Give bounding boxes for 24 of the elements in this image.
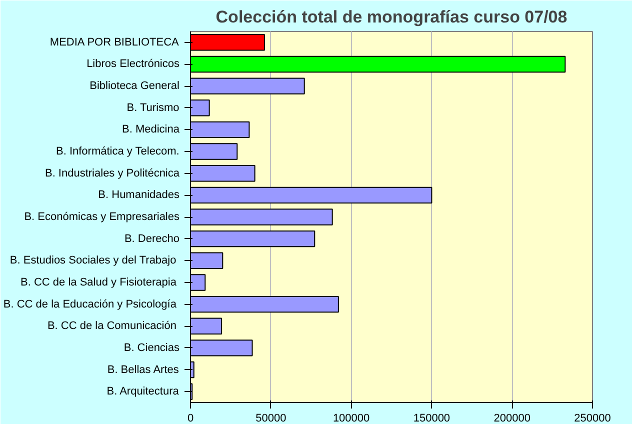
- y-tick-label: B. Económicas y Empresariales: [24, 211, 180, 223]
- y-tick-label: B. CC de la Educación y Psicología: [3, 298, 178, 310]
- chart-title: Colección total de monografías curso 07/08: [216, 8, 568, 26]
- y-tick-label: B. Arquitectura: [106, 386, 180, 398]
- x-tick-label: 50000: [256, 412, 286, 424]
- y-tick-label: B. Industriales y Politécnica: [44, 167, 180, 180]
- x-tick-label: 150000: [413, 412, 450, 424]
- y-tick-label: MEDIA POR BIBLIOTECA: [50, 36, 180, 48]
- y-tick-label: B. Medicina: [122, 124, 180, 136]
- x-tick-label: 0: [187, 412, 194, 424]
- x-tick-label: 200000: [494, 412, 530, 424]
- y-tick-label: B. Humanidades: [98, 189, 180, 202]
- y-tick-label: Libros Electrónicos: [86, 58, 180, 70]
- y-tick-label: B. CC de la Comunicación: [47, 320, 176, 332]
- y-tick-label: B. CC de la Salud y Fisioterapia: [20, 276, 178, 288]
- x-tick-label: 100000: [332, 412, 370, 424]
- y-tick-label: B. Turismo: [126, 102, 180, 114]
- y-tick-label: B. Estudios Sociales y del Trabajo: [10, 254, 176, 267]
- y-tick-label: B. Bellas Artes: [107, 364, 180, 376]
- y-tick-label: B. Derecho: [124, 232, 180, 245]
- x-tick-label: 250000: [574, 412, 611, 424]
- y-tick-label: Biblioteca General: [90, 80, 180, 92]
- y-tick-label: B. Informática y Telecom.: [56, 146, 180, 158]
- y-tick-label: B. Ciencias: [124, 342, 180, 354]
